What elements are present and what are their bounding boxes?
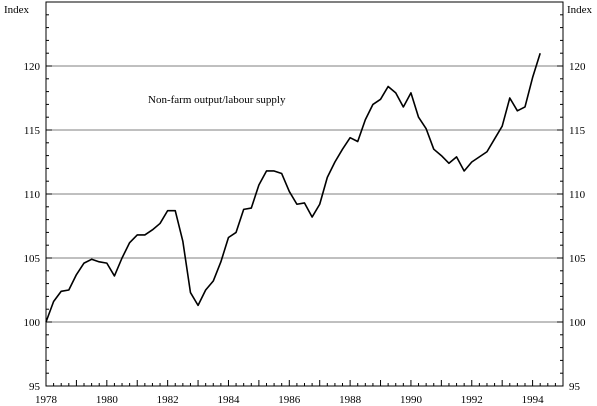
- y-tick-label-left: 110: [24, 189, 41, 201]
- y-tick-label-right: 115: [569, 125, 586, 137]
- tick-labels: 95 95 100 100 105 105 110 110 115 115 120 120 1978 19…: [24, 61, 587, 406]
- gridlines: [46, 65, 563, 323]
- y-tick-label-left: 95: [29, 381, 41, 393]
- x-tick-label-1992: 1992: [461, 394, 483, 406]
- axis-ticks: [45, 1, 564, 387]
- left-axis-unit-label: Index: [4, 4, 30, 16]
- x-tick-label-1990: 1990: [400, 394, 423, 406]
- y-tick-label-right: 100: [569, 317, 586, 329]
- y-tick-label-right: 120: [569, 61, 586, 73]
- series-annotation: Non-farm output/labour supply: [148, 94, 286, 106]
- right-axis-unit-label: Index: [567, 4, 593, 16]
- x-tick-label-1982: 1982: [157, 394, 179, 406]
- x-tick-label-1994: 1994: [522, 394, 545, 406]
- y-tick-label-left: 115: [24, 125, 41, 137]
- x-tick-label-1988: 1988: [339, 394, 362, 406]
- x-tick-label-1986: 1986: [278, 394, 301, 406]
- y-tick-label-right: 95: [569, 381, 581, 393]
- y-tick-label-right: 110: [569, 189, 586, 201]
- x-tick-label-1984: 1984: [217, 394, 240, 406]
- x-tick-label-1978: 1978: [35, 394, 58, 406]
- y-tick-label-left: 105: [24, 253, 41, 265]
- y-tick-label-left: 100: [24, 317, 41, 329]
- y-tick-label-left: 120: [24, 61, 41, 73]
- y-tick-label-right: 105: [569, 253, 586, 265]
- series-line: [45, 52, 541, 323]
- x-tick-label-1980: 1980: [96, 394, 119, 406]
